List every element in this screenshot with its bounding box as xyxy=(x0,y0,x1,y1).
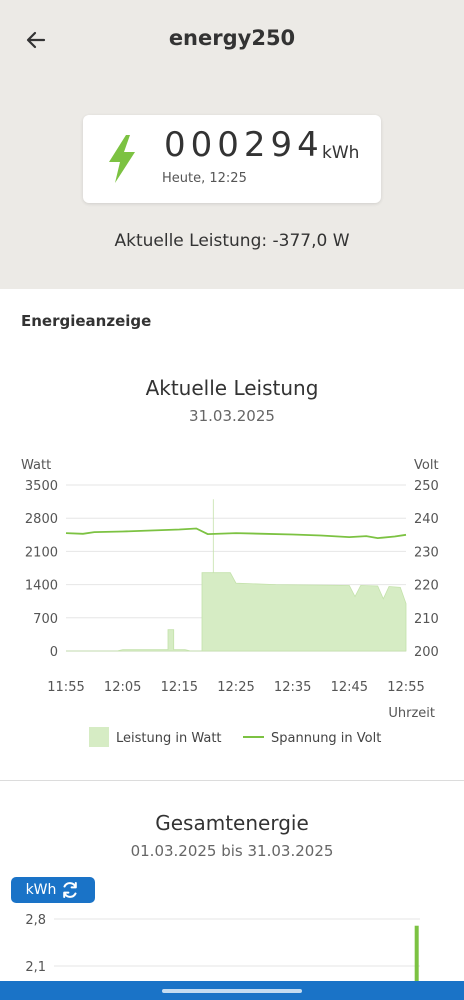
back-button[interactable] xyxy=(18,22,54,58)
y-tick-label-left: 0 xyxy=(50,645,58,660)
legend-label-power: Leistung in Watt xyxy=(116,731,222,746)
y-tick-label-right: 230 xyxy=(414,545,439,560)
x-tick-label: 11:55 xyxy=(47,680,84,695)
y-tick-label-left: 2100 xyxy=(25,545,58,560)
energy-chart-range: 01.03.2025 bis 31.03.2025 xyxy=(130,842,334,860)
power-chart-date: 31.03.2025 xyxy=(189,407,275,425)
x-tick-label: 12:35 xyxy=(274,680,311,695)
section-title: Energieanzeige xyxy=(21,312,152,330)
y-tick-label-right: 220 xyxy=(414,579,439,594)
meter-timestamp: Heute, 12:25 xyxy=(162,171,247,186)
x-tick-label: 12:25 xyxy=(217,680,254,695)
power-chart[interactable]: 0 700 1400 2100 2800 3500 200 210 220 230 240 250 Wa… xyxy=(0,450,464,750)
page-title: energy250 xyxy=(168,26,296,50)
x-tick-label: 12:45 xyxy=(331,680,368,695)
y-tick-label-left: 3500 xyxy=(25,479,58,494)
x-axis-label: Uhrzeit xyxy=(388,706,435,721)
y-axis-label-left: Watt xyxy=(21,458,51,473)
y-tick-label-right: 200 xyxy=(414,645,439,660)
divider xyxy=(0,780,464,781)
series-line-voltage xyxy=(65,527,407,540)
lightning-bolt-icon xyxy=(109,135,135,183)
y-tick-label-left: 700 xyxy=(33,612,58,627)
y-tick-label-right: 210 xyxy=(414,612,439,627)
nav-handle[interactable] xyxy=(162,989,302,993)
y-tick-label-left: 1400 xyxy=(25,579,58,594)
x-tick-label: 12:15 xyxy=(161,680,198,695)
y-axis-label-right: Volt xyxy=(414,458,439,473)
series-area-power xyxy=(66,499,407,652)
legend-label-voltage: Spannung in Volt xyxy=(271,731,381,746)
unit-toggle-button[interactable]: kWh xyxy=(11,877,95,903)
y-tick-label-right: 250 xyxy=(414,479,439,494)
bottom-navigation-bar xyxy=(0,981,464,1000)
legend-swatch-power xyxy=(89,727,109,747)
energy-chart-title: Gesamtenergie xyxy=(155,811,309,835)
header-area: energy250 000294 kWh Heute, 12:25 Aktuel… xyxy=(0,0,464,289)
meter-value: 000294 xyxy=(164,125,324,165)
unit-toggle-label: kWh xyxy=(25,882,57,898)
meter-card: 000294 kWh Heute, 12:25 xyxy=(83,115,381,203)
y-tick-label-right: 240 xyxy=(414,512,439,527)
energy-chart[interactable]: 2,8 2,1 xyxy=(0,905,464,985)
meter-unit: kWh xyxy=(322,143,360,163)
current-power: Aktuelle Leistung: -377,0 W xyxy=(114,231,350,251)
power-chart-title: Aktuelle Leistung xyxy=(145,376,319,400)
y-tick-label-left: 2800 xyxy=(25,512,58,527)
arrow-left-icon xyxy=(26,31,46,49)
x-tick-label: 12:55 xyxy=(387,680,424,695)
refresh-icon xyxy=(63,882,78,898)
energy-bar xyxy=(414,925,419,985)
y-tick-label: 2,1 xyxy=(25,960,46,975)
x-tick-label: 12:05 xyxy=(104,680,141,695)
y-tick-label: 2,8 xyxy=(25,913,46,928)
